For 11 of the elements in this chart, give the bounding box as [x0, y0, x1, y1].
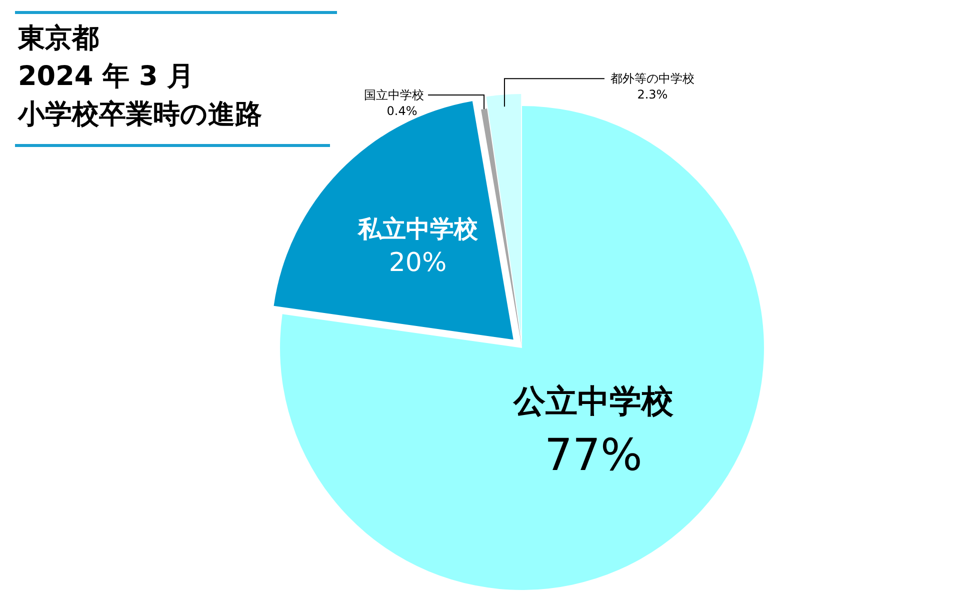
slice-label: 国立中学校 [364, 88, 424, 102]
data-label: 0.4% [386, 104, 418, 118]
slice-label: 私立中学校 [356, 214, 479, 243]
data-label: 20% [388, 248, 447, 278]
data-label: 2.3% [637, 88, 668, 102]
data-label: 77% [544, 430, 642, 482]
chart-title: 東京都 [18, 22, 100, 56]
text: 小学校卒業時の進路 [18, 98, 262, 132]
chart-subtitle: 2024 年 3 月 [18, 60, 196, 94]
slice-label: 都外等の中学校 [610, 72, 694, 86]
slice-label: 公立中学校 [512, 382, 674, 420]
